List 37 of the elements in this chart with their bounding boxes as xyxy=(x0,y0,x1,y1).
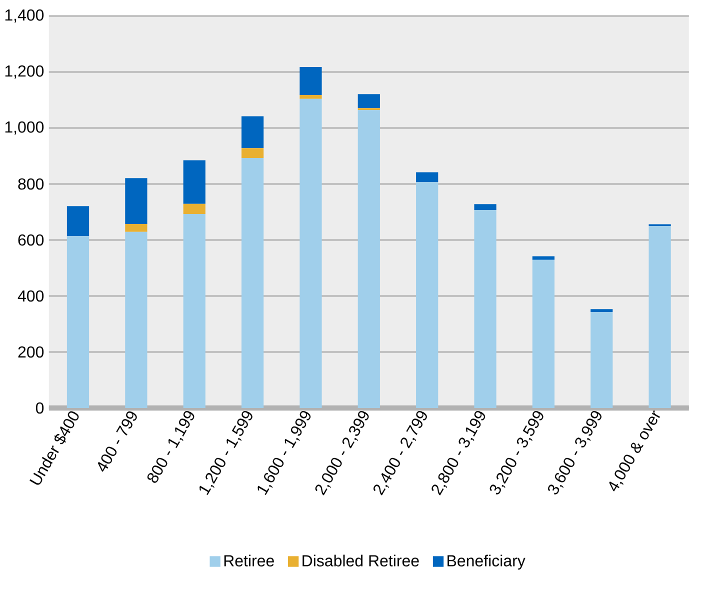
bar xyxy=(241,148,264,158)
legend-label: Disabled Retiree xyxy=(302,554,419,566)
y-tick-label: 1,400 xyxy=(5,9,44,23)
bar xyxy=(125,232,148,408)
legend-label: Retiree xyxy=(224,554,274,566)
y-tick-label: 400 xyxy=(18,290,44,302)
bar xyxy=(474,204,496,210)
bar xyxy=(532,256,555,260)
bar xyxy=(125,178,148,224)
y-tick-label: 200 xyxy=(18,346,44,358)
x-tick-label: 400 - 799 xyxy=(98,411,137,472)
bar xyxy=(241,158,264,408)
bar xyxy=(66,206,90,236)
y-tick-label: 800 xyxy=(18,178,44,190)
bar xyxy=(66,236,90,408)
bar xyxy=(300,66,322,95)
bar xyxy=(532,260,555,408)
y-tick-label: 0 xyxy=(36,402,44,414)
bar xyxy=(125,224,148,232)
y-tick-label: 1,000 xyxy=(5,121,44,135)
bar xyxy=(590,309,613,312)
bar xyxy=(183,214,206,408)
bar xyxy=(648,226,671,408)
bar xyxy=(474,210,496,408)
bar xyxy=(358,110,380,408)
legend-label: Beneficiary xyxy=(448,554,526,570)
bar xyxy=(183,204,206,214)
y-tick-label: 600 xyxy=(18,234,44,246)
bar xyxy=(300,98,322,408)
bar xyxy=(241,116,264,148)
y-tick-label: 1,200 xyxy=(5,65,44,79)
bar xyxy=(416,182,438,408)
bar xyxy=(183,160,206,204)
bar xyxy=(358,94,380,108)
bar xyxy=(590,312,613,408)
bar xyxy=(300,94,322,99)
bar xyxy=(416,172,438,182)
